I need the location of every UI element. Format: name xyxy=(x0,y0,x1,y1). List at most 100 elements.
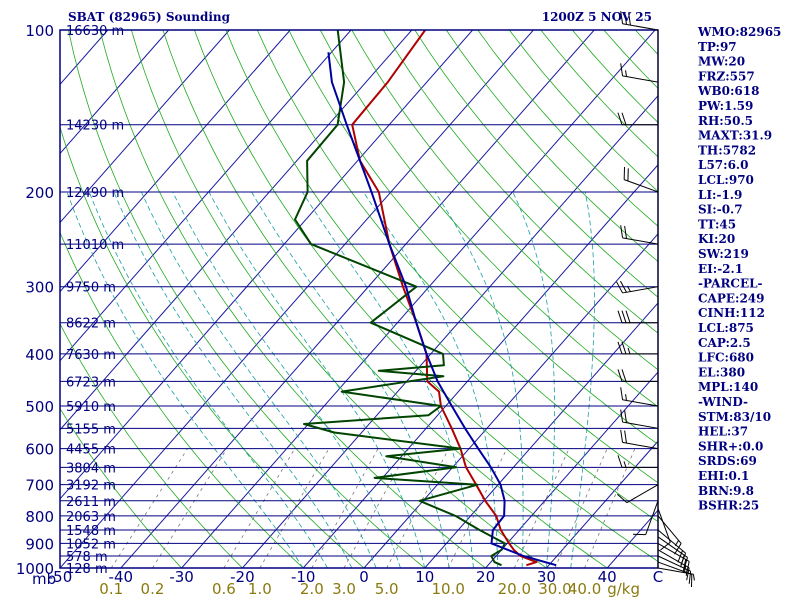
wind-barb-flag xyxy=(620,429,624,443)
wind-barb xyxy=(620,11,659,31)
pressure-tick-label: 300 xyxy=(25,279,54,297)
pressure-tick-label: 600 xyxy=(25,441,54,459)
moist-adiabat-line xyxy=(208,191,426,568)
height-label: 128 m xyxy=(66,562,108,577)
wind-barb-flag xyxy=(686,561,690,574)
wind-barbs xyxy=(616,11,695,588)
wind-barb xyxy=(620,225,659,245)
pressure-tick-label: 200 xyxy=(25,184,54,202)
wind-barb xyxy=(617,112,658,126)
wind-barb-flag xyxy=(628,12,631,26)
isotherm-line xyxy=(60,30,291,293)
temperature-tick-label: 30 xyxy=(537,568,556,586)
pressure-tick-label: 500 xyxy=(25,398,54,416)
height-label: 11010 m xyxy=(66,238,124,253)
wind-barb-shaft xyxy=(622,399,659,407)
height-label: 8622 m xyxy=(66,317,116,332)
wind-barb-flag xyxy=(683,557,688,570)
index-item: -WIND- xyxy=(698,395,748,409)
wind-barb-flag xyxy=(617,455,623,468)
chart-datetime: 1200Z 5 NOV 25 xyxy=(542,10,652,24)
wind-barb-shaft xyxy=(622,23,659,31)
mixing-ratio-label: 0.1 xyxy=(99,580,123,598)
wind-barb xyxy=(617,455,658,468)
isotherm-line xyxy=(60,30,230,224)
index-item: SHR+:0.0 xyxy=(698,439,763,453)
mixing-ratio-line xyxy=(513,448,570,568)
wind-barb-flag xyxy=(617,369,623,382)
stability-indices-panel: WMO:82965TP:97MW:20FRZ:557WB0:618PW:1.59… xyxy=(697,25,781,513)
isotherm-line xyxy=(181,30,656,568)
wind-barb-flag xyxy=(616,281,623,294)
dry-adiabat-line xyxy=(99,30,486,568)
mixing-ratio-line xyxy=(447,448,508,568)
temperature-tick-label: -30 xyxy=(169,568,194,586)
pressure-tick-label: 800 xyxy=(25,508,54,526)
index-item: CINH:112 xyxy=(698,306,765,320)
wind-barb-flag xyxy=(624,430,627,444)
mixing-ratio-label: 3.0 xyxy=(332,580,356,598)
mixing-ratio-label: 30.0 xyxy=(538,580,571,598)
height-label: 9750 m xyxy=(66,281,116,296)
pressure-tick-label: 1000 xyxy=(16,560,54,578)
wind-barb-half-flag xyxy=(683,565,687,573)
wind-barb xyxy=(623,166,659,193)
mixing-ratio-label: 2.0 xyxy=(300,580,324,598)
pressure-unit: mb xyxy=(32,570,56,588)
wind-barb-half-flag xyxy=(627,347,631,355)
index-item: WMO:82965 xyxy=(697,25,781,39)
index-item: LFC:680 xyxy=(698,351,754,365)
wind-barb-flag xyxy=(680,552,687,566)
wind-barb-half-flag xyxy=(626,285,631,292)
wind-barb-half-flag xyxy=(625,70,627,77)
index-item: MPL:140 xyxy=(698,380,758,394)
wind-barb-flag xyxy=(617,341,623,355)
sounding-traces xyxy=(294,30,557,567)
wind-barb xyxy=(620,63,659,83)
plot-frame xyxy=(59,29,659,569)
wind-barb xyxy=(620,387,659,407)
isotherm-line xyxy=(120,30,595,568)
wind-barb-flag xyxy=(620,409,624,423)
mixing-ratio-line xyxy=(311,448,379,568)
isotherm-line xyxy=(60,30,170,155)
index-item: CAP:2.5 xyxy=(698,336,751,350)
pressure-tick-label: 100 xyxy=(25,22,54,40)
index-item: SW:219 xyxy=(698,247,749,261)
index-item: MAXT:31.9 xyxy=(698,129,772,143)
wind-barb-shaft xyxy=(622,75,659,83)
wind-barb-flag xyxy=(677,550,683,563)
wind-barb xyxy=(617,341,658,355)
wind-barb-shaft xyxy=(622,441,659,450)
mixing-ratio-label: 20.0 xyxy=(498,580,531,598)
isotherm-line xyxy=(363,233,658,568)
wind-barb-flag xyxy=(682,559,687,572)
wind-barb-flag xyxy=(625,310,631,323)
wind-barb-flag xyxy=(621,112,627,125)
height-label: 3804 m xyxy=(66,461,116,476)
isotherm-line xyxy=(424,302,658,568)
mixing-ratio-line xyxy=(110,448,188,568)
moist-adiabat-line xyxy=(362,191,499,568)
wind-barb xyxy=(657,529,687,566)
height-label: 578 m xyxy=(66,550,108,565)
height-label: 5910 m xyxy=(66,400,116,415)
index-item: L57:6.0 xyxy=(698,158,748,172)
temperature-tick-label: -20 xyxy=(230,568,255,586)
wind-barb-flag xyxy=(620,63,624,76)
wind-barb-shaft xyxy=(626,484,659,504)
wind-barb-flag xyxy=(620,225,624,238)
wind-barb-shaft xyxy=(645,500,659,535)
index-item: WB0:618 xyxy=(697,84,759,98)
temperature-tick-label: -10 xyxy=(291,568,316,586)
index-item: KI:20 xyxy=(698,232,735,246)
wind-barb-flag xyxy=(674,543,682,555)
height-label: 2063 m xyxy=(66,510,116,525)
pressure-tick-label: 900 xyxy=(25,535,54,553)
mixing-ratio-line xyxy=(259,448,330,568)
index-item: STM:83/10 xyxy=(698,410,771,424)
wind-barb-flag xyxy=(686,567,690,581)
wind-barb-flag xyxy=(621,341,627,355)
wind-barb-flag xyxy=(624,11,627,25)
